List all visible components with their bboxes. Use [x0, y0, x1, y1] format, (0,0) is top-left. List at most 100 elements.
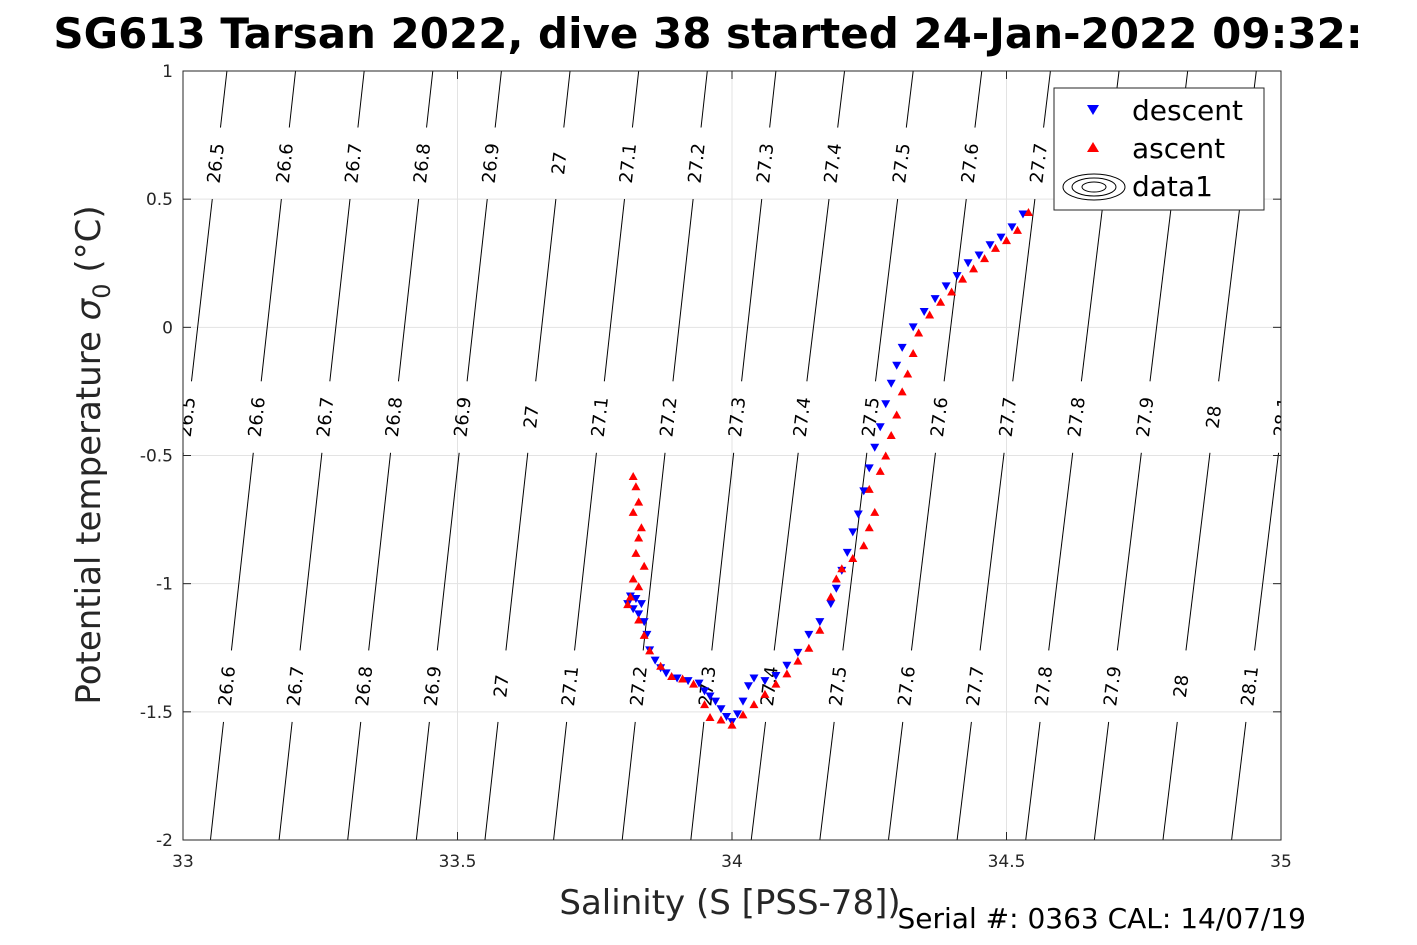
isopycnal-label: 27.5 — [858, 396, 884, 438]
point-descent — [853, 510, 863, 519]
point-descent — [974, 251, 984, 260]
isopycnal-line — [943, 198, 967, 382]
isopycnal-label: 27.8 — [1064, 396, 1090, 438]
isopycnal-label: 27 — [490, 674, 513, 699]
isopycnal-label: 27.3 — [753, 142, 778, 184]
isopycnal-line — [1231, 721, 1247, 840]
isopycnal-line — [1093, 721, 1110, 840]
point-ascent — [980, 254, 990, 263]
isopycnal-line — [700, 71, 708, 128]
legend-marker-data1 — [1062, 173, 1126, 201]
isopycnal-contours: 26.5 26.5 26.6 26.6 26.6 26.7 26.7 26.7 26.8 26.8… — [175, 71, 1281, 840]
isopycnal-line — [1149, 198, 1173, 382]
point-descent — [700, 687, 710, 696]
isopycnal-line — [806, 198, 830, 382]
point-ascent — [947, 287, 957, 296]
point-ascent — [1002, 236, 1011, 245]
y-axis-label-sigma: σ — [69, 297, 109, 320]
point-descent — [694, 679, 704, 688]
point-ascent — [771, 679, 781, 688]
point-descent — [930, 295, 940, 304]
point-ascent — [760, 689, 770, 698]
point-descent — [996, 233, 1006, 242]
isopycnal-label: 27.6 — [894, 665, 920, 707]
point-descent — [749, 674, 759, 683]
point-ascent — [886, 430, 896, 439]
isopycnal-line — [672, 199, 694, 382]
legend-label-ascent: ascent — [1132, 132, 1225, 165]
y-axis-label-suffix: (°C) — [69, 205, 109, 283]
isopycnal-label: 26.7 — [283, 665, 308, 707]
point-ascent — [848, 554, 858, 563]
isopycnal-label: 27.1 — [588, 396, 613, 438]
point-descent — [631, 595, 641, 604]
point-ascent — [903, 369, 913, 378]
isopycnal-line — [956, 721, 972, 840]
isopycnal-label: 27.7 — [963, 665, 989, 707]
point-descent — [738, 697, 748, 706]
point-descent — [952, 272, 962, 281]
isopycnal-line — [769, 71, 777, 128]
isopycnal-line — [574, 452, 597, 651]
isopycnal-line — [436, 452, 460, 651]
isopycnal-line — [621, 721, 636, 840]
isopycnal-line — [887, 721, 904, 840]
point-descent — [705, 692, 715, 701]
isopycnal-label: 27.2 — [684, 142, 709, 184]
point-ascent — [804, 643, 814, 652]
point-ascent — [628, 507, 638, 516]
isopycnal-line — [1025, 721, 1041, 840]
isopycnal-label: 26.5 — [175, 396, 200, 438]
isopycnal-label: 26.7 — [341, 142, 366, 184]
point-ascent — [727, 720, 737, 729]
isopycnal-line — [631, 71, 640, 128]
point-ascent — [897, 387, 907, 396]
point-descent — [683, 677, 693, 686]
point-descent — [815, 618, 825, 627]
x-tick-label: 34.5 — [988, 852, 1026, 872]
isopycnal-line — [494, 71, 502, 128]
y-axis-label: Potential temperature σ0 (°C) — [69, 205, 116, 704]
y-tick-label: 0.5 — [146, 190, 173, 210]
isopycnal-line — [750, 721, 767, 840]
point-descent — [804, 630, 814, 639]
isopycnal-line — [209, 721, 225, 840]
point-ascent — [705, 712, 715, 721]
isopycnal-label: 26.6 — [273, 142, 298, 184]
legend-marker-ascent — [1087, 142, 1099, 152]
point-descent — [919, 307, 929, 316]
point-ascent — [689, 679, 699, 688]
isopycnal-line — [278, 721, 293, 840]
point-descent — [864, 464, 874, 473]
point-descent — [722, 712, 732, 721]
isopycnal-label: 27.9 — [1100, 665, 1126, 707]
isopycnal-line — [329, 199, 351, 382]
point-ascent — [815, 625, 825, 634]
point-descent — [743, 682, 753, 691]
isopycnal-line — [563, 71, 571, 128]
point-ascent — [628, 472, 638, 481]
y-tick-label: 0 — [162, 318, 173, 338]
isopycnal-label: 26.8 — [352, 665, 377, 707]
isopycnal-line — [842, 452, 868, 651]
point-ascent — [908, 348, 918, 357]
point-descent — [875, 423, 885, 432]
isopycnal-label: 27 — [520, 405, 543, 430]
point-ascent — [667, 671, 677, 680]
isopycnal-label: 27.2 — [656, 396, 681, 438]
axes: 33 33.5 34 34.5 35 -2 -1.5 -1 -0.5 0 0.5 1 — [140, 62, 1292, 872]
isopycnal-label: 27.1 — [558, 665, 583, 707]
isopycnal-label: 28 — [1202, 404, 1226, 429]
isopycnal-label: 27.1 — [616, 142, 641, 184]
point-ascent — [634, 615, 644, 624]
point-ascent — [881, 451, 891, 460]
isopycnal-line — [1254, 452, 1280, 651]
point-descent — [793, 648, 803, 657]
point-ascent — [639, 630, 649, 639]
isopycnal-label: 26.6 — [215, 665, 240, 707]
point-ascent — [700, 700, 710, 709]
isopycnal-line — [642, 452, 666, 651]
point-ascent — [623, 600, 633, 609]
isopycnal-label: 28.1 — [1237, 665, 1263, 707]
isopycnal-label: 27.6 — [958, 142, 984, 184]
